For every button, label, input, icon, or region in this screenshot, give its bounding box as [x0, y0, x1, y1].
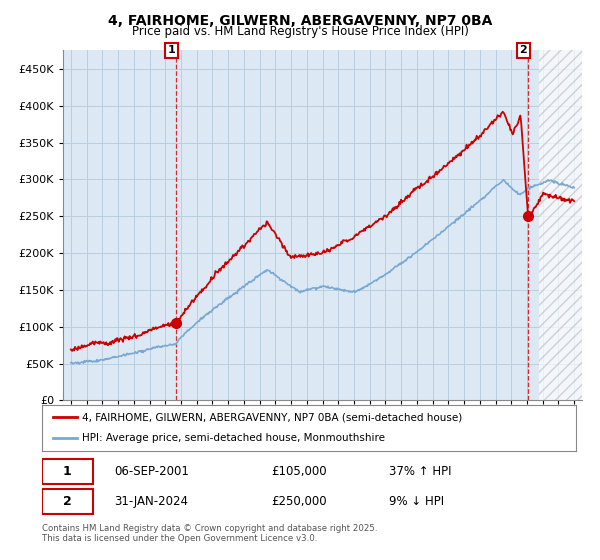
Text: 31-JAN-2024: 31-JAN-2024: [114, 494, 188, 507]
Text: 4, FAIRHOME, GILWERN, ABERGAVENNY, NP7 0BA: 4, FAIRHOME, GILWERN, ABERGAVENNY, NP7 0…: [108, 14, 492, 28]
Text: 37% ↑ HPI: 37% ↑ HPI: [389, 465, 452, 478]
Text: 4, FAIRHOME, GILWERN, ABERGAVENNY, NP7 0BA (semi-detached house): 4, FAIRHOME, GILWERN, ABERGAVENNY, NP7 0…: [82, 412, 463, 422]
Text: 2: 2: [520, 45, 527, 55]
Text: 2: 2: [63, 494, 71, 507]
Text: HPI: Average price, semi-detached house, Monmouthshire: HPI: Average price, semi-detached house,…: [82, 433, 385, 444]
Text: £250,000: £250,000: [272, 494, 327, 507]
Text: Price paid vs. HM Land Registry's House Price Index (HPI): Price paid vs. HM Land Registry's House …: [131, 25, 469, 38]
Text: £105,000: £105,000: [272, 465, 327, 478]
FancyBboxPatch shape: [42, 488, 93, 514]
Text: 06-SEP-2001: 06-SEP-2001: [114, 465, 189, 478]
Text: 1: 1: [167, 45, 175, 55]
FancyBboxPatch shape: [42, 459, 93, 484]
Bar: [539, 50, 582, 400]
Text: 9% ↓ HPI: 9% ↓ HPI: [389, 494, 444, 507]
Text: 1: 1: [63, 465, 71, 478]
Text: Contains HM Land Registry data © Crown copyright and database right 2025.
This d: Contains HM Land Registry data © Crown c…: [42, 524, 377, 543]
